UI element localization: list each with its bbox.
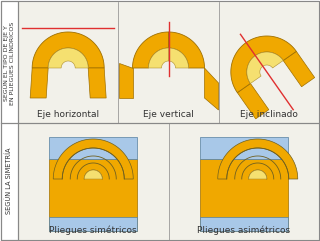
Polygon shape bbox=[32, 32, 104, 68]
Polygon shape bbox=[218, 139, 298, 179]
Polygon shape bbox=[249, 170, 267, 179]
Bar bbox=[49, 159, 137, 231]
Polygon shape bbox=[204, 68, 219, 110]
Text: Eje horizontal: Eje horizontal bbox=[37, 110, 99, 119]
Polygon shape bbox=[247, 52, 283, 83]
Bar bbox=[219, 2, 319, 123]
Polygon shape bbox=[132, 32, 169, 68]
Bar bbox=[169, 123, 319, 240]
Polygon shape bbox=[53, 139, 133, 179]
Polygon shape bbox=[84, 170, 102, 179]
Text: Eje vertical: Eje vertical bbox=[143, 110, 194, 119]
Polygon shape bbox=[169, 32, 204, 68]
Bar bbox=[49, 217, 137, 231]
Bar bbox=[200, 137, 288, 159]
Bar bbox=[18, 123, 169, 240]
Polygon shape bbox=[231, 36, 296, 93]
Text: Pliegues asimétricos: Pliegues asimétricos bbox=[197, 226, 290, 235]
Text: Pliegues simétricos: Pliegues simétricos bbox=[49, 226, 137, 235]
Text: SEGÚN LA SIMETRÍA: SEGÚN LA SIMETRÍA bbox=[6, 148, 12, 214]
Text: SEGÚN EL TIPO DE EJE Y
EN PLIEGUES CILÍNDRICOS: SEGÚN EL TIPO DE EJE Y EN PLIEGUES CILÍN… bbox=[3, 21, 15, 105]
Bar bbox=[18, 2, 118, 123]
Polygon shape bbox=[118, 63, 132, 98]
Polygon shape bbox=[237, 83, 269, 119]
Polygon shape bbox=[283, 51, 315, 87]
Polygon shape bbox=[169, 48, 188, 68]
Polygon shape bbox=[148, 48, 169, 68]
Bar bbox=[118, 2, 219, 123]
Text: Eje inclinado: Eje inclinado bbox=[240, 110, 298, 119]
Polygon shape bbox=[48, 48, 88, 68]
Polygon shape bbox=[88, 68, 106, 98]
Polygon shape bbox=[30, 68, 48, 98]
Bar bbox=[200, 159, 288, 231]
Bar bbox=[49, 137, 137, 159]
Bar bbox=[200, 217, 288, 231]
